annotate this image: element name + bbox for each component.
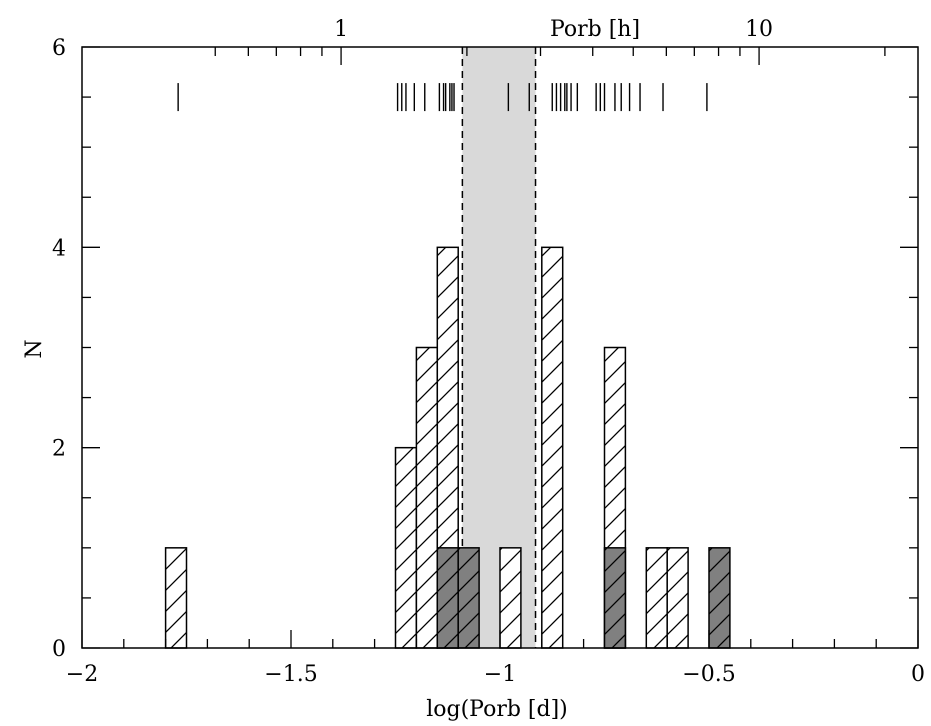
x-tick-label-1: −1.5 xyxy=(264,662,317,687)
hatched-bar-8 xyxy=(666,547,689,649)
hatched-bar-7 xyxy=(645,547,668,649)
x-tick-label-0: −2 xyxy=(66,662,98,687)
axes-layer: −2 −1.5 −1 −0.5 0 0 2 4 6 1 10 xyxy=(52,17,925,687)
x-tick-label-4: 0 xyxy=(911,662,925,687)
period-marks-layer xyxy=(177,83,708,112)
histogram-bars-layer xyxy=(164,246,731,649)
top-tick-label-1: 10 xyxy=(745,17,773,42)
hatched-bar-2 xyxy=(415,346,439,649)
y-tick-label-2: 4 xyxy=(52,236,66,261)
y-tick-label-0: 0 xyxy=(52,637,66,662)
top-tick-label-0: 1 xyxy=(334,17,348,42)
y-axis-title: N xyxy=(22,339,47,358)
x-axis-title: log(Porb [d]) xyxy=(426,697,568,722)
filled-bar-hatch-2 xyxy=(603,547,627,649)
filled-bar-hatch-0 xyxy=(436,547,459,649)
y-tick-label-1: 2 xyxy=(52,437,66,462)
filled-bar-hatch-3 xyxy=(708,547,731,649)
x-tick-label-2: −1 xyxy=(484,662,516,687)
filled-bar-hatch-1 xyxy=(457,547,480,649)
hatched-bar-0 xyxy=(164,547,188,649)
hatched-bar-1 xyxy=(394,446,418,649)
hatched-bar-5 xyxy=(541,246,564,649)
top-axis-title: Porb [h] xyxy=(550,17,640,42)
x-tick-label-3: −0.5 xyxy=(682,662,735,687)
hatched-bar-4 xyxy=(499,547,522,649)
y-tick-label-3: 6 xyxy=(52,36,66,61)
